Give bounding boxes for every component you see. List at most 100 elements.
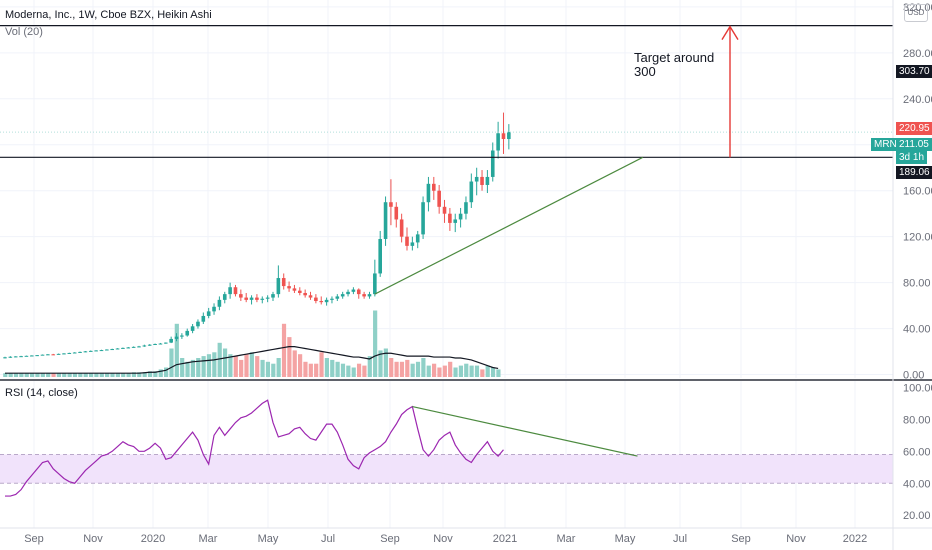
volume-bar [153, 371, 158, 377]
candle-body [356, 289, 361, 295]
volume-bar [281, 323, 287, 377]
volume-bar [115, 373, 120, 377]
currency-button[interactable]: USD [904, 4, 928, 22]
volume-bar [201, 356, 206, 377]
candle-body [448, 213, 452, 223]
candle-body [105, 349, 109, 351]
rsi-line [5, 399, 504, 497]
time-tick-label: Nov [433, 533, 453, 545]
candle-body [115, 348, 120, 350]
volume-bar [490, 367, 496, 377]
time-tick-label: Jul [321, 533, 335, 545]
candle-body [190, 326, 195, 331]
volume-bar [190, 359, 195, 377]
candle-body [485, 176, 490, 185]
candle-body [121, 347, 125, 349]
countdown-tag: 3d 1h [896, 151, 928, 164]
annotation-line-1: Target around [634, 50, 715, 65]
candle-body [340, 294, 345, 297]
candle-body [265, 297, 270, 299]
target-arrow-head [721, 25, 739, 40]
time-tick-label: Sep [731, 533, 751, 545]
volume-bar [340, 363, 346, 377]
volume-bar [415, 361, 421, 377]
candle-body [453, 219, 458, 223]
candle-body [212, 306, 216, 312]
volume-bar [485, 365, 490, 377]
candle-body [394, 206, 399, 220]
volume-bar [383, 348, 388, 377]
candle-body [421, 202, 425, 235]
volume-bar [314, 363, 319, 377]
time-tick-label: Mar [199, 533, 218, 545]
resistance-price-tag: 189.06 [896, 166, 932, 179]
volume-bar [410, 363, 415, 377]
volume-bar [298, 354, 303, 377]
volume-bar [30, 373, 35, 377]
volume-bar [228, 354, 233, 377]
volume-bar [324, 358, 329, 377]
volume-bar [121, 373, 126, 377]
target-price-tag: 303.70 [896, 65, 932, 78]
candle-body [56, 353, 61, 355]
candle-body [496, 133, 500, 151]
candle-body [158, 343, 163, 345]
volume-bar [233, 356, 238, 377]
volume-bar [19, 373, 24, 377]
candle-body [335, 296, 340, 299]
candle-body [362, 294, 366, 297]
candle-body [13, 356, 18, 358]
candle-body [222, 294, 227, 300]
candlesticks [3, 112, 511, 359]
volume-bar [88, 373, 94, 377]
volume-bar [378, 350, 383, 377]
price-tick-label: 160.00 [903, 186, 932, 198]
volume-bar [180, 358, 185, 377]
time-tick-label: Nov [786, 533, 806, 545]
volume-label: Vol (20) [5, 26, 43, 38]
candle-body [378, 238, 382, 274]
candle-body [94, 350, 98, 352]
time-tick-label: Nov [83, 533, 103, 545]
high-price-tag: 220.95 [896, 122, 932, 135]
candle-body [72, 352, 77, 354]
candle-body [426, 183, 431, 203]
volume-bar [308, 363, 313, 377]
candle-body [410, 242, 415, 246]
candle-body [169, 338, 173, 343]
volume-bar [319, 352, 324, 377]
volume-bar [399, 361, 405, 377]
candle-body [303, 292, 307, 296]
candle-body [40, 354, 45, 356]
volume-bar [303, 361, 308, 377]
candle-body [405, 236, 409, 246]
candle-body [432, 183, 436, 191]
volume-bar [474, 365, 480, 377]
volume-bar [126, 373, 131, 377]
candle-body [287, 286, 291, 289]
volume-bar [110, 373, 115, 377]
rsi-label: RSI (14, close) [5, 387, 78, 399]
candle-body [3, 357, 7, 359]
candle-body [346, 291, 350, 295]
candle-body [51, 354, 56, 356]
volume-bar [51, 373, 56, 377]
candle-body [383, 202, 388, 239]
volume-bar [437, 367, 442, 377]
candle-body [389, 202, 393, 207]
volume-bar [367, 356, 372, 377]
rsi-divergence-line [412, 405, 638, 457]
volume-bars [3, 310, 501, 377]
volume-bar [426, 365, 431, 377]
candle-body [206, 311, 211, 316]
volume-bar [137, 372, 142, 377]
volume-bar [351, 367, 356, 377]
time-tick-label: Sep [380, 533, 400, 545]
candle-body [78, 351, 82, 353]
candle-body [298, 290, 302, 293]
volume-bar [464, 363, 469, 377]
candle-body [174, 336, 179, 339]
volume-bar [480, 369, 485, 377]
candle-body [437, 190, 441, 207]
volume-bar [24, 373, 29, 377]
